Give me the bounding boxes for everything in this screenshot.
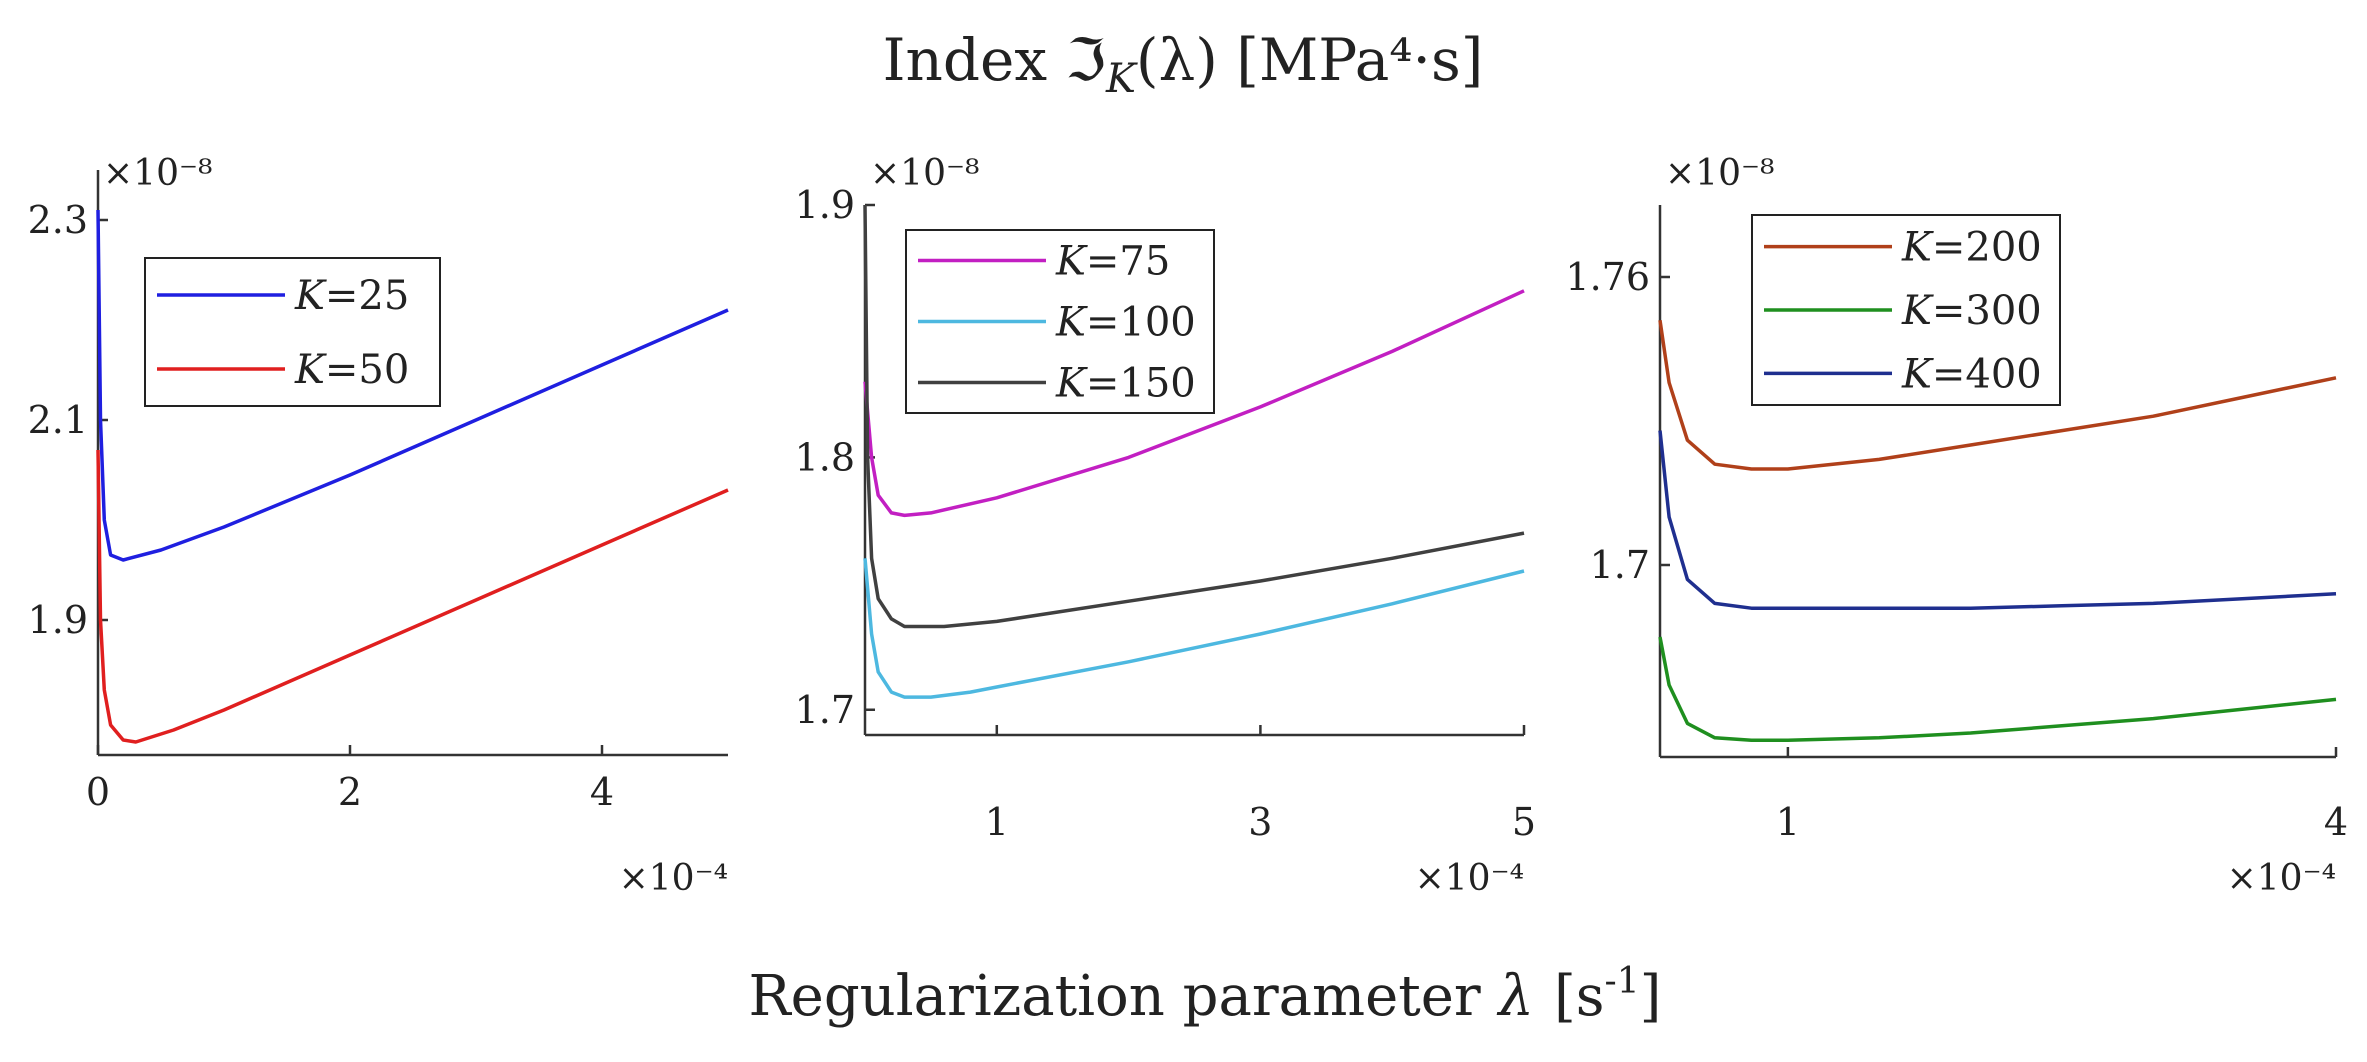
panel-k75-k150: 1.7 1.8 1.9 1 3 5 ×10⁻⁸ ×10⁻⁴ K=75 K=100 K=150 <box>795 153 1537 899</box>
legend: K=25 K=50 <box>144 257 441 407</box>
legend: K=75 K=100 K=150 <box>905 229 1215 414</box>
y-tick-label: 1.9 <box>795 183 855 227</box>
y-multiplier-label: ×10⁻⁸ <box>870 153 979 194</box>
y-multiplier-label: ×10⁻⁸ <box>1665 153 1774 194</box>
figure-title: Index ℑK(λ) [MPa⁴·s] <box>883 26 1484 102</box>
x-tick-label: 2 <box>338 770 362 814</box>
y-tick-label: 1.7 <box>795 688 855 732</box>
legend-label: K=300 <box>1901 288 2042 334</box>
y-multiplier-label: ×10⁻⁸ <box>103 153 212 194</box>
legend-label: K=50 <box>294 347 409 393</box>
legend-label: K=100 <box>1055 300 1196 346</box>
legend: K=200 K=300 K=400 <box>1751 214 2061 406</box>
x-multiplier-label: ×10⁻⁴ <box>2227 858 2336 899</box>
y-tick-label: 1.8 <box>795 435 855 479</box>
panel-k200-k400: 1.7 1.76 1 4 ×10⁻⁸ ×10⁻⁴ K=200 K=300 K=400 <box>1565 153 2348 899</box>
legend-label: K=400 <box>1901 351 2042 397</box>
y-tick-label: 2.3 <box>28 198 88 242</box>
x-tick-label: 1 <box>985 800 1009 844</box>
legend-box <box>144 257 441 407</box>
series-line-k-300 <box>1658 636 2337 742</box>
series-line-k-400 <box>1658 430 2337 610</box>
x-tick-label: 4 <box>590 770 614 814</box>
x-tick-label: 5 <box>1512 800 1536 844</box>
series-line-k-200 <box>1658 319 2337 471</box>
legend-label: K=150 <box>1055 361 1196 407</box>
y-tick-label: 1.7 <box>1590 543 1650 587</box>
series-line-k-150 <box>863 204 1525 629</box>
x-tick-label: 1 <box>1776 800 1800 844</box>
series-line-k-25 <box>96 209 729 562</box>
x-multiplier-label: ×10⁻⁴ <box>619 858 728 899</box>
x-tick-label: 3 <box>1248 800 1272 844</box>
x-tick-label: 4 <box>2324 800 2348 844</box>
y-tick-label: 1.76 <box>1565 255 1650 299</box>
panel-k25-k50: 1.9 2.1 2.3 0 2 4 ×10⁻⁸ ×10⁻⁴ K=25 K=50 <box>28 153 729 899</box>
series-line-k-50 <box>96 449 729 744</box>
x-tick-label: 0 <box>86 770 110 814</box>
legend-label: K=75 <box>1055 239 1170 285</box>
y-tick-label: 1.9 <box>28 598 88 642</box>
x-axis-label: Regularization parameter λ [s-1] <box>749 961 1662 1029</box>
series-line-k-100 <box>863 558 1525 699</box>
series-line-k-75 <box>863 289 1525 518</box>
legend-label: K=200 <box>1901 225 2042 271</box>
legend-label: K=25 <box>294 273 409 319</box>
y-tick-label: 2.1 <box>28 398 88 442</box>
x-multiplier-label: ×10⁻⁴ <box>1415 858 1524 899</box>
